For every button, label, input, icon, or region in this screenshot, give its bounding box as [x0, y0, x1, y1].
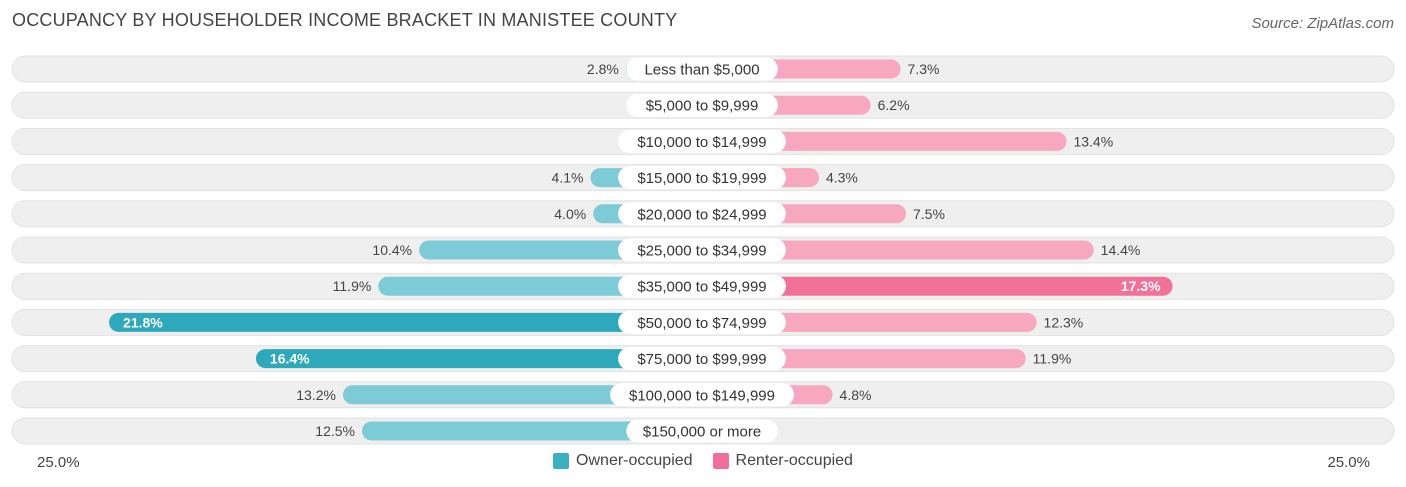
renter-value-label: 4.3% — [826, 170, 858, 186]
category-label-bg — [626, 57, 778, 81]
owner-value-label: 16.4% — [270, 351, 310, 367]
category-label: $35,000 to $49,999 — [637, 279, 766, 296]
axis-left-label: 25.0% — [37, 454, 80, 471]
legend: Owner-occupied Renter-occupied — [0, 452, 1406, 470]
category-label-bg — [618, 347, 786, 371]
category-label-bg — [618, 310, 786, 334]
category-label-bg — [626, 419, 778, 443]
category-label-bg — [618, 274, 786, 298]
legend-label-owner: Owner-occupied — [576, 452, 693, 469]
renter-value-label: 6.2% — [878, 97, 910, 113]
renter-bar — [702, 312, 1037, 332]
renter-value-label: 12.3% — [1044, 314, 1084, 330]
category-label: $10,000 to $14,999 — [637, 134, 766, 151]
legend-label-renter: Renter-occupied — [735, 452, 853, 469]
owner-value-label: 11.9% — [333, 278, 372, 294]
category-label: $20,000 to $24,999 — [637, 206, 766, 223]
category-label: $50,000 to $74,999 — [637, 315, 766, 332]
category-label: $15,000 to $19,999 — [637, 170, 766, 187]
owner-value-label: 21.8% — [123, 314, 163, 330]
legend-item-renter[interactable]: Renter-occupied — [712, 452, 853, 470]
source-label: Source: ZipAtlas.com — [1251, 15, 1394, 32]
owner-value-label: 4.0% — [554, 206, 586, 222]
legend-item-owner[interactable]: Owner-occupied — [553, 452, 693, 470]
owner-bar — [255, 349, 703, 369]
renter-bar — [702, 131, 1067, 151]
category-label: $75,000 to $99,999 — [637, 351, 766, 368]
owner-value-label: 4.1% — [552, 170, 584, 186]
owner-bar — [362, 421, 702, 441]
owner-value-label: 12.5% — [315, 423, 355, 439]
category-label: Less than $5,000 — [644, 62, 759, 79]
category-label-bg — [618, 238, 786, 262]
owner-value-label: 10.4% — [372, 242, 412, 258]
category-label-bg — [610, 383, 794, 407]
renter-value-label: 17.3% — [1121, 278, 1161, 294]
legend-swatch-renter — [712, 453, 729, 469]
category-label: $5,000 to $9,999 — [646, 98, 759, 115]
legend-swatch-owner — [553, 453, 570, 469]
renter-value-label: 13.4% — [1073, 133, 1113, 149]
category-label-bg — [626, 93, 778, 117]
renter-value-label: 11.9% — [1033, 351, 1072, 367]
axis-right-label: 25.0% — [1327, 454, 1370, 471]
category-label-bg — [618, 129, 786, 153]
owner-value-label: 2.8% — [587, 61, 619, 77]
chart-title: OCCUPANCY BY HOUSEHOLDER INCOME BRACKET … — [12, 10, 678, 30]
renter-value-label: 7.3% — [908, 61, 940, 77]
owner-value-label: 13.2% — [296, 387, 336, 403]
category-label: $25,000 to $34,999 — [637, 243, 766, 260]
category-label-bg — [618, 166, 786, 190]
category-label-bg — [618, 202, 786, 226]
renter-value-label: 4.8% — [840, 387, 872, 403]
renter-bar — [702, 240, 1094, 260]
category-label: $100,000 to $149,999 — [629, 387, 775, 404]
renter-bar — [702, 276, 1173, 296]
renter-value-label: 7.5% — [913, 206, 945, 222]
renter-value-label: 14.4% — [1101, 242, 1141, 258]
owner-bar — [109, 312, 703, 332]
category-label: $150,000 or more — [643, 424, 761, 441]
